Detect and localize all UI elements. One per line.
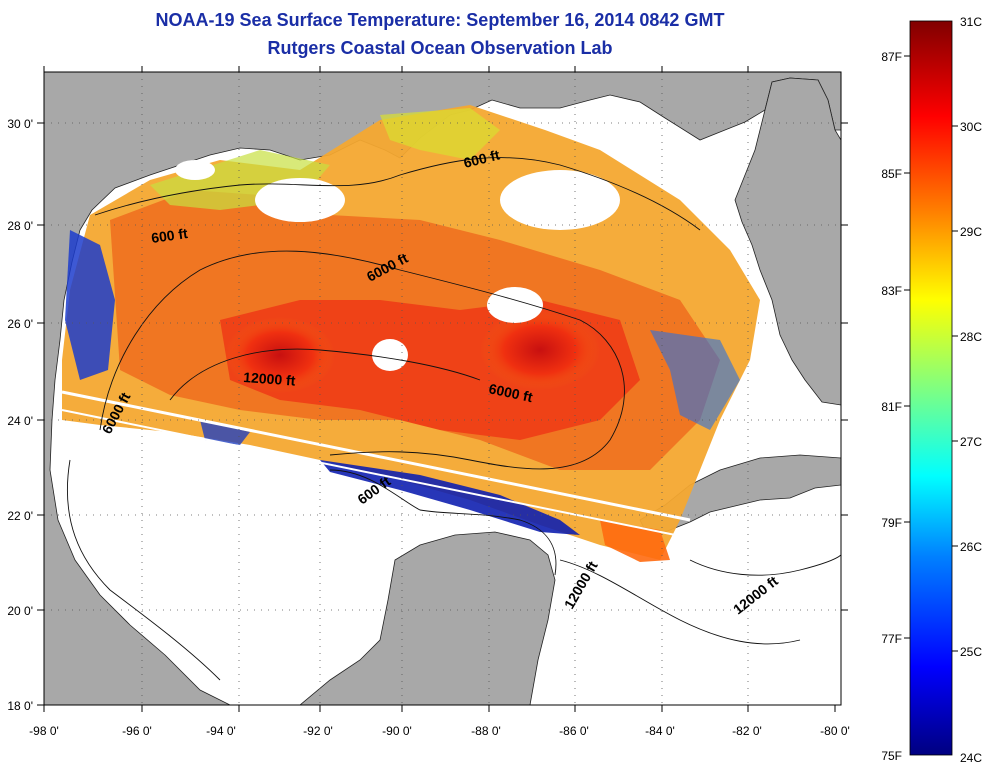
latitude-labels: 18 0' 20 0' 22 0' 24 0' 26 0' 28 0' 30 0… <box>7 117 33 713</box>
map-title: NOAA-19 Sea Surface Temperature: Septemb… <box>155 10 725 30</box>
lat-label: 26 0' <box>7 317 33 331</box>
lat-label: 22 0' <box>7 509 33 523</box>
lon-label: -84 0' <box>645 724 675 738</box>
lat-label: 20 0' <box>7 604 33 618</box>
colorbar-celsius-labels: 31C 30C 29C 28C 27C 26C 25C 24C <box>960 15 982 765</box>
lat-label: 30 0' <box>7 117 33 131</box>
celsius-label: 30C <box>960 120 982 134</box>
lon-label: -80 0' <box>820 724 850 738</box>
colorbar <box>909 20 953 756</box>
bathymetry-contours <box>66 157 841 681</box>
map-frame <box>43 71 842 706</box>
graticule <box>44 72 841 705</box>
land-yucatan <box>299 531 556 705</box>
celsius-label: 27C <box>960 435 982 449</box>
contour-label-12000ft-w: 12000 ft <box>243 369 296 389</box>
lat-label: 28 0' <box>7 219 33 233</box>
contour-12000ft <box>169 348 481 401</box>
fahrenheit-label: 75F <box>881 749 902 763</box>
contour-600ft-north <box>94 157 701 231</box>
fahrenheit-label: 79F <box>881 516 902 530</box>
celsius-label: 31C <box>960 15 982 29</box>
lon-label: -88 0' <box>471 724 501 738</box>
lon-label: -86 0' <box>559 724 589 738</box>
lat-label: 18 0' <box>7 699 33 713</box>
lon-label: -90 0' <box>382 724 412 738</box>
land-cuba <box>639 454 841 533</box>
celsius-label: 25C <box>960 645 982 659</box>
colorbar-ticks <box>904 55 958 652</box>
fahrenheit-label: 85F <box>881 167 902 181</box>
fahrenheit-label: 87F <box>881 50 902 64</box>
colorbar-fahrenheit-labels: 87F 85F 83F 81F 79F 77F 75F <box>881 50 902 763</box>
axis-ticks <box>37 66 848 712</box>
contour-6000ft <box>99 250 625 470</box>
contour-label-600ft-nw: 600 ft <box>150 225 189 246</box>
celsius-label: 29C <box>960 225 982 239</box>
celsius-label: 28C <box>960 330 982 344</box>
fahrenheit-label: 77F <box>881 632 902 646</box>
fahrenheit-label: 81F <box>881 400 902 414</box>
lon-label: -82 0' <box>732 724 762 738</box>
contour-600ft-yucatan <box>329 469 557 576</box>
celsius-label: 24C <box>960 751 982 765</box>
map-subtitle: Rutgers Coastal Ocean Observation Lab <box>267 38 613 58</box>
land <box>44 72 841 705</box>
lon-label: -98 0' <box>29 724 59 738</box>
celsius-label: 26C <box>960 540 982 554</box>
sst-swath <box>61 105 760 562</box>
contour-caribbean-2 <box>689 554 841 576</box>
contour-600ft-south <box>66 459 221 681</box>
longitude-labels: -98 0' -96 0' -94 0' -92 0' -90 0' -88 0… <box>29 724 850 738</box>
lat-label: 24 0' <box>7 414 33 428</box>
lon-label: -92 0' <box>303 724 333 738</box>
contour-caribbean <box>559 559 801 645</box>
lon-label: -96 0' <box>122 724 152 738</box>
lon-label: -94 0' <box>206 724 236 738</box>
fahrenheit-label: 83F <box>881 284 902 298</box>
